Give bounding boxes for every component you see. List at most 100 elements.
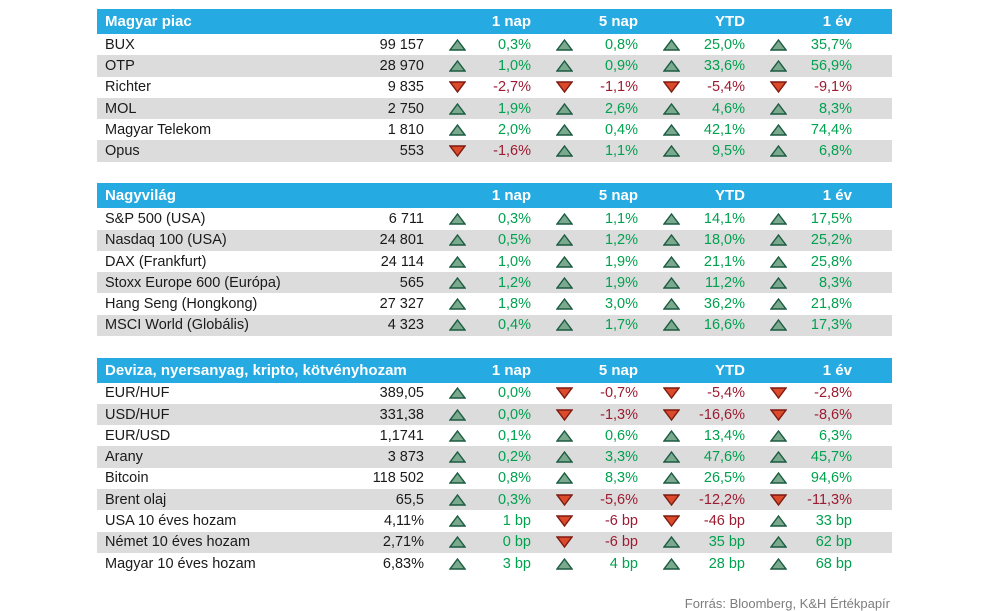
- change-value: 3 bp: [502, 555, 531, 572]
- instrument-value: 65,5: [395, 491, 424, 508]
- trend-up-icon: [424, 298, 472, 310]
- instrument-name: BUX: [105, 36, 135, 53]
- change-value: 0,4%: [497, 317, 531, 334]
- trend-up-icon: [531, 102, 579, 115]
- change-value: 33 bp: [815, 512, 852, 529]
- trend-up-icon: [424, 276, 472, 289]
- tables-container: Magyar piac 1 nap 5 nap YTD 1 év BUX 99 157 0,3…: [97, 9, 892, 574]
- trend-up-icon: [424, 102, 472, 115]
- instrument-value: 1,1741: [379, 427, 424, 444]
- instrument-value: 2 750: [387, 100, 424, 117]
- table-title-bar: Magyar piac 1 nap 5 nap YTD 1 év: [97, 9, 892, 34]
- change-value: 1,1%: [604, 143, 638, 160]
- change-value: 0,8%: [604, 36, 638, 53]
- trend-down-icon: [638, 387, 686, 400]
- trend-down-icon: [531, 387, 579, 400]
- column-header: 5 nap: [598, 361, 638, 379]
- change-value: 0,0%: [497, 406, 531, 423]
- instrument-name: Magyar Telekom: [105, 121, 212, 138]
- trend-down-icon: [745, 493, 793, 506]
- column-header: YTD: [715, 13, 745, 30]
- change-value: 6,3%: [818, 427, 852, 444]
- trend-up-icon: [531, 429, 579, 442]
- change-value: 1,0%: [497, 57, 531, 74]
- instrument-value: 99 157: [379, 36, 424, 53]
- change-value: 16,6%: [703, 317, 745, 334]
- change-value: 25,0%: [703, 36, 745, 53]
- market-table: Nagyvilág 1 nap 5 nap YTD 1 év S&P 500 (USA) 6…: [97, 183, 892, 337]
- change-value: 47,6%: [703, 449, 745, 466]
- change-value: -11,3%: [807, 491, 852, 508]
- column-header: YTD: [715, 361, 745, 379]
- change-value: 36,2%: [703, 296, 745, 313]
- trend-down-icon: [531, 515, 579, 527]
- instrument-name: MOL: [105, 100, 137, 117]
- trend-up-icon: [531, 276, 579, 289]
- trend-up-icon: [424, 472, 472, 485]
- trend-up-icon: [531, 234, 579, 246]
- instrument-value: 553: [399, 143, 424, 160]
- instrument-name: Arany: [105, 449, 143, 466]
- trend-up-icon: [745, 123, 793, 136]
- change-value: 68 bp: [815, 555, 852, 572]
- trend-up-icon: [424, 255, 472, 268]
- change-value: 56,9%: [810, 57, 852, 74]
- change-value: 28 bp: [708, 555, 745, 572]
- trend-up-icon: [424, 123, 472, 136]
- change-value: 26,5%: [703, 470, 745, 487]
- instrument-name: USA 10 éves hozam: [105, 512, 237, 529]
- trend-up-icon: [638, 255, 686, 268]
- table-row: Brent olaj 65,5 0,3% -5,6% -12,2% -11,3%: [97, 489, 892, 511]
- change-value: 0,5%: [497, 232, 531, 249]
- change-value: 0,2%: [497, 449, 531, 466]
- instrument-name: OTP: [105, 57, 135, 74]
- trend-up-icon: [531, 557, 579, 570]
- change-value: 18,0%: [703, 232, 745, 249]
- trend-up-icon: [638, 102, 686, 115]
- change-value: 21,8%: [810, 296, 852, 313]
- column-header: 1 év: [822, 187, 852, 205]
- table-row: Bitcoin 118 502 0,8% 8,3% 26,5% 94,6%: [97, 468, 892, 489]
- change-value: 17,5%: [810, 210, 852, 227]
- change-value: 2,0%: [497, 121, 531, 138]
- change-value: 62 bp: [815, 534, 852, 551]
- trend-down-icon: [638, 515, 686, 527]
- change-value: 9,5%: [711, 143, 745, 160]
- trend-up-icon: [531, 59, 579, 72]
- instrument-name: USD/HUF: [105, 406, 170, 423]
- change-value: 4 bp: [609, 555, 638, 572]
- change-value: 3,3%: [604, 449, 638, 466]
- instrument-value: 27 327: [379, 296, 424, 313]
- table-title: Deviza, nyersanyag, kripto, kötvényhozam: [105, 361, 407, 379]
- instrument-name: Hang Seng (Hongkong): [105, 296, 258, 313]
- table-row: EUR/USD 1,1741 0,1% 0,6% 13,4% 6,3%: [97, 425, 892, 446]
- table-row: Arany 3 873 0,2% 3,3% 47,6% 45,7%: [97, 446, 892, 468]
- change-value: 0 bp: [502, 534, 531, 551]
- trend-up-icon: [531, 212, 579, 225]
- change-value: 6,8%: [818, 143, 852, 160]
- change-value: 35 bp: [708, 534, 745, 551]
- change-value: 8,3%: [818, 100, 852, 117]
- trend-up-icon: [745, 429, 793, 442]
- change-value: -2,7%: [493, 79, 531, 96]
- trend-down-icon: [531, 493, 579, 506]
- instrument-value: 6,83%: [382, 555, 424, 572]
- change-value: 35,7%: [810, 36, 852, 53]
- change-value: 14,1%: [703, 210, 745, 227]
- change-value: 17,3%: [810, 317, 852, 334]
- change-value: 0,0%: [497, 385, 531, 402]
- change-value: -16,6%: [699, 406, 745, 423]
- trend-up-icon: [638, 38, 686, 51]
- trend-up-icon: [531, 319, 579, 332]
- table-title: Nagyvilág: [105, 187, 176, 205]
- column-header: 1 nap: [491, 13, 531, 30]
- trend-up-icon: [638, 123, 686, 136]
- trend-up-icon: [638, 451, 686, 463]
- trend-down-icon: [531, 536, 579, 549]
- change-value: 1,2%: [497, 274, 531, 291]
- column-header: 5 nap: [598, 187, 638, 205]
- trend-down-icon: [424, 145, 472, 158]
- trend-up-icon: [424, 429, 472, 442]
- change-value: 0,6%: [604, 427, 638, 444]
- trend-down-icon: [424, 81, 472, 94]
